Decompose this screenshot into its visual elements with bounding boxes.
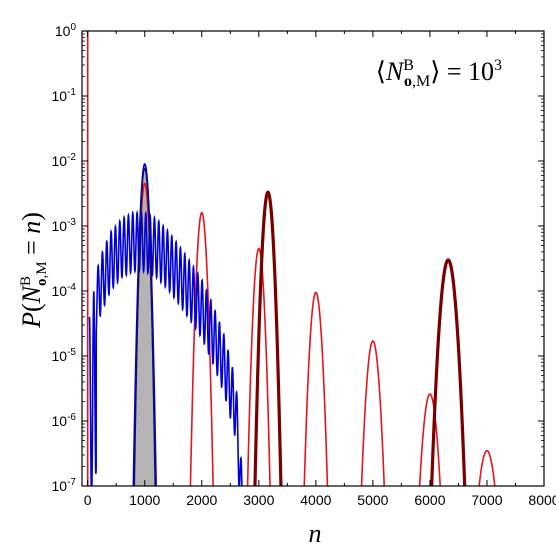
red-peak-5 xyxy=(360,340,386,486)
x-tick-label: 1000 xyxy=(129,492,160,508)
red-peak-7 xyxy=(478,449,496,486)
annotation: ⟨NB o,M⟩ = 103 xyxy=(376,57,502,90)
blue-peak xyxy=(132,162,157,486)
y-tick-label: 100 xyxy=(55,22,77,39)
x-tick-label: 4000 xyxy=(300,492,331,508)
red-peak-3 xyxy=(246,247,271,486)
y-tick-label: 10-7 xyxy=(52,477,77,494)
darkred-peak-0 xyxy=(253,190,283,486)
x-tick-label: 3000 xyxy=(243,492,274,508)
y-tick-label: 10-4 xyxy=(52,282,77,299)
plot-area xyxy=(86,31,496,486)
blue-peak-inner xyxy=(133,167,156,486)
blue-oscillating-line xyxy=(88,209,243,486)
x-tick-label: 6000 xyxy=(414,492,445,508)
gray-peak-0 xyxy=(134,164,155,486)
tick-labels: 0 1000 2000 3000 4000 5000 6000 7000 8000 100 10-1… xyxy=(52,22,556,508)
y-tick-label: 10-6 xyxy=(52,412,77,429)
plot-border xyxy=(81,30,545,487)
red-peak-6 xyxy=(418,393,442,486)
x-tick-label: 2000 xyxy=(186,492,217,508)
y-tick-label: 10-3 xyxy=(52,217,77,234)
y-axis-label: P(NBo,M = n) xyxy=(17,212,50,329)
x-axis-label: n xyxy=(309,519,322,548)
y-tick-label: 10-1 xyxy=(52,87,77,104)
y-tick-label: 10-5 xyxy=(52,347,77,364)
x-tick-label: 0 xyxy=(84,492,92,508)
axes-frame xyxy=(81,30,545,487)
y-tick-label: 10-2 xyxy=(52,152,77,169)
x-tick-label: 7000 xyxy=(471,492,502,508)
x-tick-label: 5000 xyxy=(357,492,388,508)
red-peak-4 xyxy=(303,291,329,486)
darkred-peak-1 xyxy=(430,258,467,486)
x-tick-label: 8000 xyxy=(528,492,556,508)
red-peak-2 xyxy=(189,211,214,486)
